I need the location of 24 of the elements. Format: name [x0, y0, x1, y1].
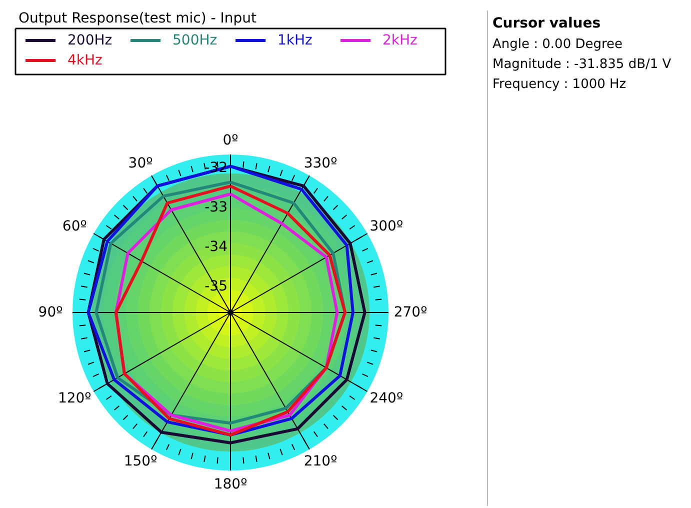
text: Angle : 0.00 Degree [492, 37, 623, 52]
legend-label: 200Hz [68, 32, 112, 48]
legend-label: 4kHz [68, 52, 102, 68]
text: Frequency : 1000 Hz [492, 77, 626, 92]
spoke-label: 60º [62, 218, 87, 234]
spoke-label: 0º [222, 132, 238, 148]
spoke-label: 300º [370, 218, 404, 234]
spoke-label: 150º [124, 453, 158, 470]
spoke-label: 330º [304, 156, 338, 172]
spoke-label: 240º [370, 390, 404, 406]
chart-title: Output Response(test mic) - Input [18, 10, 258, 26]
spoke-label: 270º [394, 304, 428, 320]
y-tick-label: -33 [204, 199, 228, 216]
legend-label: 1kHz [278, 32, 312, 48]
y-tick-label: -34 [204, 238, 228, 255]
spoke-label: 180º [214, 476, 248, 492]
spoke-label: 210º [304, 453, 338, 470]
text: Magnitude : -31.835 dB/1 V [492, 57, 672, 72]
legend-label: 2kHz [382, 32, 418, 48]
spoke-label: 120º [58, 390, 92, 406]
text: Cursor values [492, 16, 601, 32]
spoke-label: 90º [38, 304, 63, 320]
spoke-label: 30º [128, 156, 153, 172]
legend-label: 500Hz [172, 32, 218, 48]
